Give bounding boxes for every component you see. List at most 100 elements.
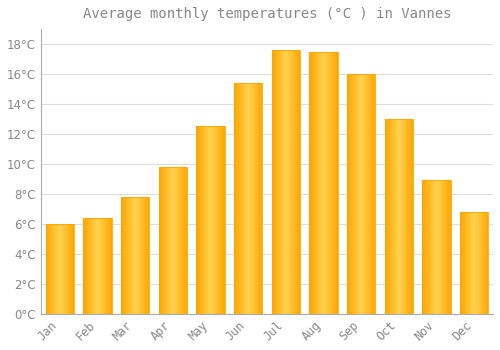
Bar	[186, 167, 187, 314]
Bar	[291, 50, 292, 314]
Bar	[412, 119, 413, 314]
Bar	[370, 74, 371, 314]
Bar	[407, 119, 408, 314]
Bar	[409, 119, 410, 314]
Bar	[424, 181, 425, 314]
Bar	[158, 167, 159, 314]
Bar	[107, 218, 108, 314]
Bar	[484, 212, 485, 314]
Bar	[429, 181, 430, 314]
Bar	[127, 197, 128, 314]
Bar	[325, 51, 326, 314]
Bar	[172, 167, 173, 314]
Bar	[254, 83, 255, 314]
Bar	[247, 83, 248, 314]
Bar	[394, 119, 395, 314]
Bar	[198, 126, 199, 314]
Bar	[68, 224, 69, 314]
Bar	[171, 167, 172, 314]
Bar	[173, 167, 174, 314]
Bar	[259, 83, 260, 314]
Bar	[312, 51, 313, 314]
Bar	[55, 224, 56, 314]
Bar	[121, 197, 122, 314]
Bar	[221, 126, 222, 314]
Bar	[364, 74, 365, 314]
Bar	[98, 218, 99, 314]
Bar	[449, 181, 450, 314]
Bar	[100, 218, 101, 314]
Bar	[166, 167, 167, 314]
Bar	[138, 197, 139, 314]
Bar	[130, 197, 131, 314]
Bar	[234, 83, 235, 314]
Bar	[467, 212, 468, 314]
Bar	[482, 212, 484, 314]
Bar	[121, 197, 150, 314]
Bar	[133, 197, 134, 314]
Bar	[122, 197, 124, 314]
Bar	[349, 74, 350, 314]
Bar	[350, 74, 351, 314]
Bar	[63, 224, 64, 314]
Bar	[404, 119, 405, 314]
Bar	[60, 224, 61, 314]
Bar	[54, 224, 55, 314]
Bar	[313, 51, 314, 314]
Bar	[487, 212, 488, 314]
Bar	[85, 218, 86, 314]
Bar	[239, 83, 240, 314]
Bar	[48, 224, 49, 314]
Bar	[137, 197, 138, 314]
Bar	[84, 218, 112, 314]
Bar	[359, 74, 360, 314]
Bar	[465, 212, 466, 314]
Bar	[86, 218, 88, 314]
Bar	[357, 74, 358, 314]
Bar	[334, 51, 335, 314]
Bar	[361, 74, 362, 314]
Bar	[360, 74, 361, 314]
Bar	[275, 50, 276, 314]
Bar	[400, 119, 401, 314]
Bar	[395, 119, 396, 314]
Bar	[167, 167, 168, 314]
Bar	[204, 126, 205, 314]
Bar	[392, 119, 393, 314]
Bar	[384, 119, 413, 314]
Bar	[178, 167, 179, 314]
Bar	[365, 74, 366, 314]
Bar	[399, 119, 400, 314]
Bar	[373, 74, 374, 314]
Bar	[319, 51, 320, 314]
Bar	[238, 83, 239, 314]
Bar	[460, 212, 461, 314]
Bar	[129, 197, 130, 314]
Bar	[438, 181, 439, 314]
Bar	[352, 74, 354, 314]
Bar	[96, 218, 97, 314]
Bar	[279, 50, 280, 314]
Bar	[443, 181, 444, 314]
Bar	[316, 51, 318, 314]
Bar	[299, 50, 300, 314]
Bar	[185, 167, 186, 314]
Bar	[72, 224, 73, 314]
Bar	[448, 181, 449, 314]
Bar	[460, 212, 488, 314]
Bar	[214, 126, 215, 314]
Bar	[297, 50, 298, 314]
Bar	[439, 181, 440, 314]
Bar	[144, 197, 146, 314]
Bar	[174, 167, 175, 314]
Bar	[162, 167, 163, 314]
Bar	[406, 119, 407, 314]
Bar	[472, 212, 473, 314]
Bar	[348, 74, 349, 314]
Bar	[126, 197, 127, 314]
Bar	[58, 224, 59, 314]
Bar	[323, 51, 324, 314]
Bar	[240, 83, 241, 314]
Bar	[442, 181, 443, 314]
Bar	[50, 224, 51, 314]
